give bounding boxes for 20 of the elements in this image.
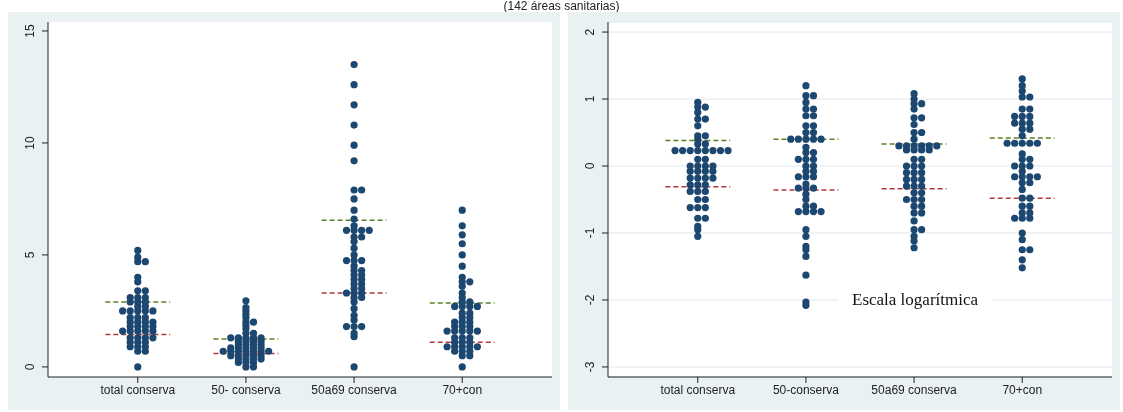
x-tick-label: 70+con <box>442 382 483 397</box>
y-tick-label: -3 <box>583 361 597 373</box>
x-tick-label: 50a69 conserva <box>311 382 398 397</box>
y-tick-label: 0 <box>23 363 37 371</box>
y-tick-label: 10 <box>23 135 37 150</box>
y-tick-label: 0 <box>583 162 597 170</box>
y-tick-label: 1 <box>583 95 597 103</box>
chart-subtitle: (142 áreas sanitarias) <box>502 0 621 13</box>
x-tick-label: 50a69 conserva <box>871 382 958 397</box>
x-tick-label: 70+con <box>1002 382 1043 397</box>
annotation: Escala logarítmica <box>838 290 993 310</box>
y-tick-label: 15 <box>23 23 37 38</box>
x-tick-label: total conserva <box>100 382 176 397</box>
x-tick-label: 50- conserva <box>211 382 281 397</box>
x-tick-label: total conserva <box>660 382 736 397</box>
y-tick-label: 5 <box>23 251 37 259</box>
y-tick-label: 2 <box>583 28 597 36</box>
y-tick-label: -1 <box>583 227 597 239</box>
x-tick-label: 50-conserva <box>772 382 840 397</box>
y-tick-label: -2 <box>583 294 597 306</box>
